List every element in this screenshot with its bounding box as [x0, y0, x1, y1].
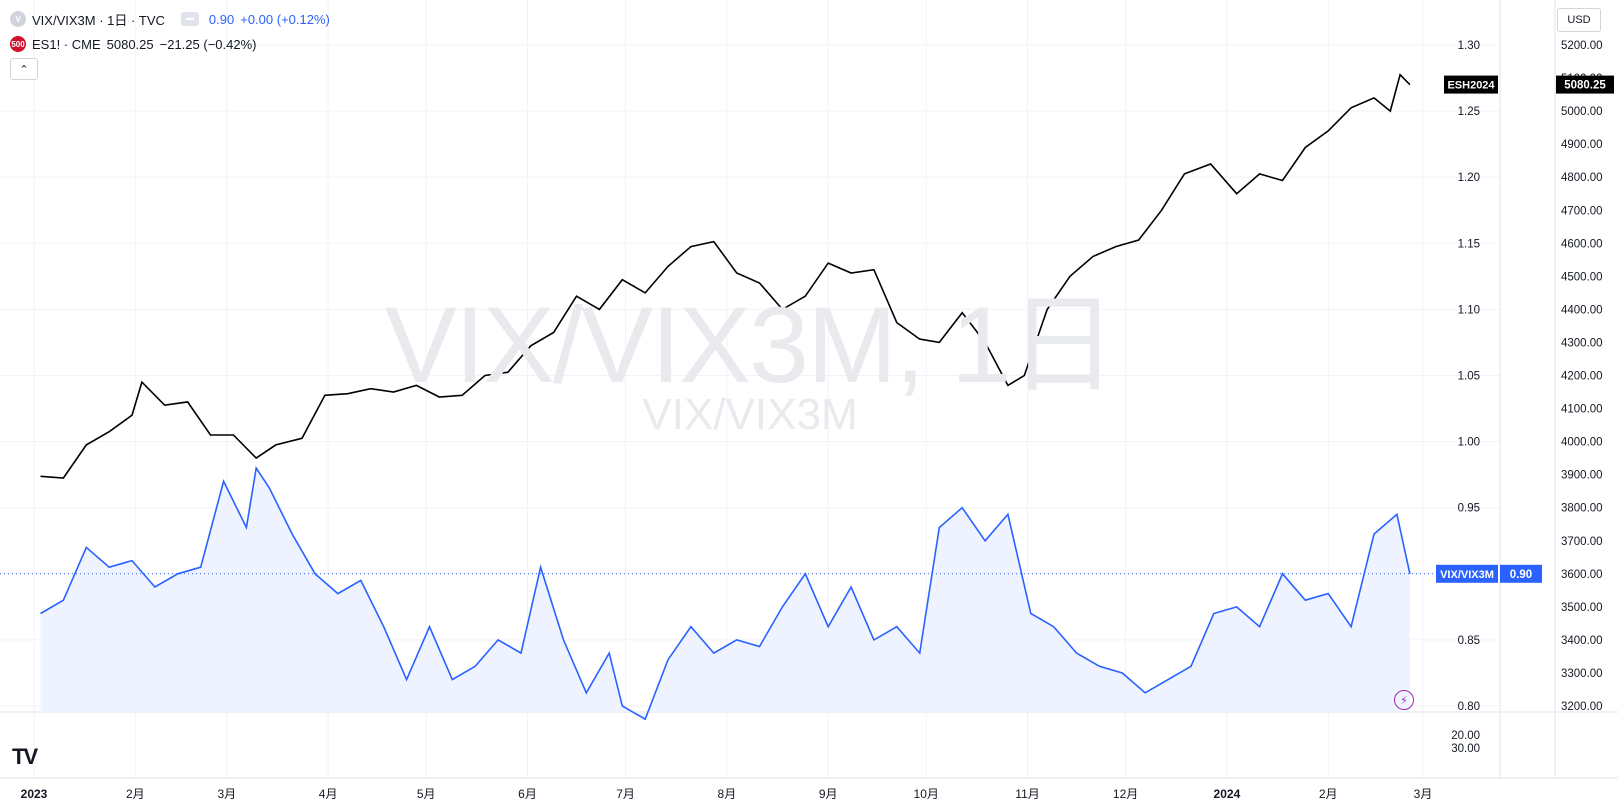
time-tick-label: 10月 [914, 787, 939, 801]
es-series-line [40, 73, 1411, 479]
es-tick-label: 3300.00 [1561, 668, 1603, 680]
es-tick-label: 3600.00 [1561, 569, 1603, 581]
es-tick-label: 3800.00 [1561, 503, 1603, 515]
currency-button[interactable]: USD [1557, 8, 1601, 32]
es-ticker-tag-text: ESH2024 [1447, 80, 1495, 92]
watermark-sub: VIX/VIX3M [642, 390, 858, 439]
visibility-toggle-icon[interactable] [180, 12, 199, 26]
time-tick-label: 4月 [319, 787, 338, 801]
time-tick-label: 8月 [718, 787, 737, 801]
vix-ticker-tag-text: VIX/VIX3M [1440, 569, 1494, 581]
ratio-tick-label: 1.25 [1458, 106, 1480, 118]
tradingview-logo-icon[interactable]: TV [12, 744, 38, 769]
vix-area-fill [40, 468, 1410, 720]
es-tick-label: 3700.00 [1561, 536, 1603, 548]
lower-pane-tick-label: 20.00 [1451, 730, 1480, 742]
ratio-tick-label: 1.05 [1458, 371, 1480, 383]
time-axis-background [0, 780, 1618, 811]
es-tick-label: 4500.00 [1561, 271, 1603, 283]
time-tick-label: 5月 [417, 787, 436, 801]
es-price-tag-text: 5080.25 [1564, 80, 1606, 92]
symbol-logo-icon: V [10, 11, 26, 27]
chevron-up-icon: ⌃ [19, 63, 29, 76]
legend-compare-value: 5080.25 [106, 36, 154, 52]
es-tick-label: 4100.00 [1561, 404, 1603, 416]
ratio-tick-label: 0.85 [1458, 635, 1480, 647]
vix-price-tag-text: 0.90 [1510, 569, 1532, 581]
legend-collapse-button[interactable]: ⌃ [10, 58, 38, 80]
ratio-tick-label: 1.30 [1458, 40, 1480, 52]
ratio-tick-label: 1.15 [1458, 238, 1480, 250]
time-tick-label: 6月 [518, 787, 537, 801]
time-tick-label: 7月 [616, 787, 635, 801]
vix-price-tag [1500, 564, 1542, 583]
es-tick-label: 3900.00 [1561, 470, 1603, 482]
lightning-icon[interactable]: ⚡ [1394, 690, 1414, 710]
time-tick-label: 3月 [1414, 787, 1433, 801]
time-tick-label: 3月 [217, 787, 236, 801]
es-logo-icon: 500 [10, 36, 26, 52]
time-tick-label: 2023 [21, 787, 48, 801]
ratio-tick-label: 0.95 [1458, 503, 1480, 515]
legend-compare-title[interactable]: ES1! · CME [32, 36, 101, 52]
legend-main-row[interactable]: V VIX/VIX3M · 1日 · TVC 0.90 +0.00 (+0.12… [10, 9, 330, 29]
es-tick-label: 4800.00 [1561, 172, 1603, 184]
time-tick-label: 2月 [1319, 787, 1338, 801]
es-price-tag [1556, 75, 1614, 94]
vix-ticker-tag [1436, 564, 1498, 583]
es-tick-label: 3200.00 [1561, 701, 1603, 713]
legend-compare-change: −21.25 (−0.42%) [159, 36, 257, 52]
es-axis: 5200.005100.005000.004900.004800.004700.… [1561, 40, 1603, 713]
es-tick-label: 4600.00 [1561, 238, 1603, 250]
ratio-axis: 1.301.251.201.151.101.051.000.950.900.85… [1458, 40, 1480, 713]
time-tick-label: 11月 [1015, 787, 1039, 801]
ratio-tick-label: 1.10 [1458, 304, 1480, 316]
time-axis: 2023 2月 3月 4月 5月 6月 7月 8月 9月 10月 11月 12月 2024 2月 3月 [21, 787, 1433, 801]
time-tick-label: 9月 [819, 787, 838, 801]
ratio-tick-label: 1.20 [1458, 172, 1480, 184]
es-ticker-tag [1444, 75, 1498, 94]
es-tick-label: 3400.00 [1561, 635, 1603, 647]
es-tick-label: 4400.00 [1561, 304, 1603, 316]
legend-main-change: +0.00 (+0.12%) [240, 11, 330, 27]
vix-series-line [40, 465, 1411, 721]
time-tick-label: 12月 [1113, 787, 1138, 801]
ratio-tick-label: 0.80 [1458, 701, 1480, 713]
es-tick-label: 4700.00 [1561, 205, 1603, 217]
time-tick-label: 2024 [1214, 787, 1241, 801]
es-tick-label: 5000.00 [1561, 106, 1603, 118]
legend-main-value: 0.90 [208, 11, 235, 27]
ratio-tick-label: 1.00 [1458, 437, 1480, 449]
es-tick-label: 4000.00 [1561, 437, 1603, 449]
legend-main-title[interactable]: VIX/VIX3M · 1日 · TVC [32, 12, 165, 28]
lower-pane-tick-label: 30.00 [1451, 743, 1480, 755]
time-tick-label: 2月 [126, 787, 145, 801]
es-tick-label: 4200.00 [1561, 371, 1603, 383]
watermark-main: VIX/VIX3M, 1日 [384, 284, 1117, 405]
es-tick-label: 4900.00 [1561, 139, 1603, 151]
es-tick-label: 3500.00 [1561, 602, 1603, 614]
es-tick-label: 4300.00 [1561, 337, 1603, 349]
legend-compare-row[interactable]: 500 ES1! · CME 5080.25 −21.25 (−0.42%) [10, 34, 256, 54]
es-tick-label: 5200.00 [1561, 40, 1603, 52]
